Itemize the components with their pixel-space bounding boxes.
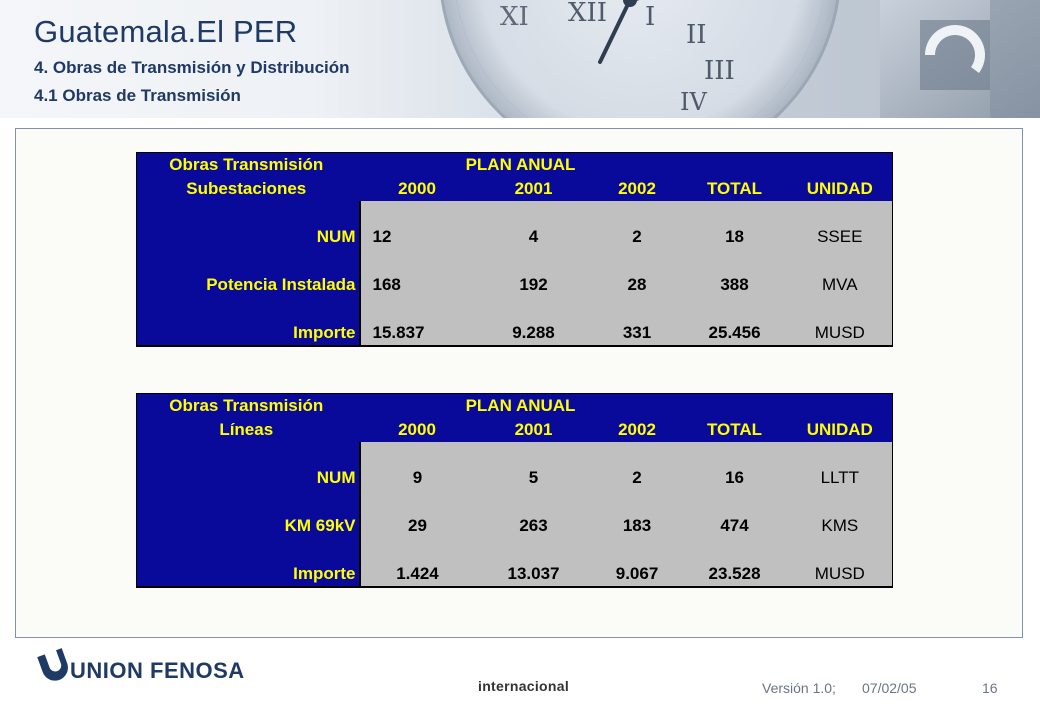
header-empty-cell [787,393,893,418]
cell-total: 23.528 [681,562,788,588]
table-row: KM 69kV 29 263 183 474 KMS [136,514,893,538]
cell-2001: 13.037 [474,562,593,588]
version-label: Versión 1.0; [762,680,836,696]
table-title-cell: Obras Transmisión [136,393,360,418]
cell-2002: 2 [592,225,682,249]
date-label: 07/02/05 [862,680,917,696]
row-label: NUM [136,466,361,490]
cell-2000: 168 [359,273,475,297]
cell-2002: 2 [592,466,682,490]
cell-2000: 15.837 [359,321,475,347]
header-empty-cell [681,152,788,177]
cell-2002: 331 [592,321,682,347]
table-row: Importe 15.837 9.288 331 25.456 MUSD [136,321,893,347]
column-header-row: Líneas 2000 2001 2002 TOTAL UNIDAD [136,418,893,442]
cell-unidad: LLTT [787,466,893,490]
cell-2000: 9 [359,466,475,490]
row-group-label: Líneas [136,418,360,442]
column-header-total: TOTAL [681,418,788,442]
clock-numeral-iv: IV [680,88,707,116]
clock-numeral-i: I [645,2,656,32]
cell-2001: 263 [474,514,593,538]
cell-2000: 1.424 [359,562,475,588]
cell-total: 25.456 [681,321,788,347]
column-header-row: Subestaciones 2000 2001 2002 TOTAL UNIDA… [136,177,893,201]
cell-total: 16 [681,466,788,490]
cell-2002: 183 [592,514,682,538]
column-header-2002: 2002 [592,177,682,201]
cell-total: 474 [681,514,788,538]
clock-numeral-ii: II [686,20,707,50]
row-label: Importe [136,562,361,588]
cell-total: 18 [681,225,788,249]
column-header-2001: 2001 [474,418,593,442]
table-title-cell: Obras Transmisión [136,152,360,177]
table-row: NUM 9 5 2 16 LLTT [136,466,893,490]
clock-numeral-xi: XI [500,2,529,32]
slide-title: Guatemala.El PER [34,14,298,49]
clock-numeral-iii: III [704,56,735,86]
cell-unidad: MUSD [787,321,893,347]
table-header-row: Obras Transmisión PLAN ANUAL [136,393,893,418]
cell-2001: 192 [474,273,593,297]
table-lineas: Obras Transmisión PLAN ANUAL Líneas 2000… [136,393,894,588]
column-header-total: TOTAL [681,177,788,201]
clock-numeral-xii: XII [568,0,608,28]
cell-2002: 9.067 [592,562,682,588]
table-row: Importe 1.424 13.037 9.067 23.528 MUSD [136,562,893,588]
column-header-unidad: UNIDAD [787,418,893,442]
cell-2000: 12 [359,225,475,249]
page-number: 16 [982,680,998,696]
row-label: KM 69kV [136,514,361,538]
union-fenosa-logo-icon [37,648,68,681]
plan-anual-cell: PLAN ANUAL [359,152,682,177]
row-label: NUM [136,225,361,249]
cell-2001: 9.288 [474,321,593,347]
cell-total: 388 [681,273,788,297]
cell-2002: 28 [592,273,682,297]
column-header-2001: 2001 [474,177,593,201]
table-row: NUM 12 4 2 18 SSEE [136,225,893,249]
column-header-2000: 2000 [359,177,475,201]
subbrand-text: internacional [478,678,570,694]
company-logo-text: UNION FENOSA [70,658,245,683]
cell-2001: 5 [474,466,593,490]
cell-unidad: KMS [787,514,893,538]
cell-2001: 4 [474,225,593,249]
cell-unidad: MVA [787,273,893,297]
row-label: Potencia Instalada [136,273,361,297]
cell-unidad: MUSD [787,562,893,588]
column-header-2000: 2000 [359,418,475,442]
table-subestaciones: Obras Transmisión PLAN ANUAL Subestacion… [136,152,894,347]
slide-header: XI XII I II III IV Guatemala.El PER 4. O… [0,0,1040,118]
column-header-2002: 2002 [592,418,682,442]
header-empty-cell [787,152,893,177]
cell-unidad: SSEE [787,225,893,249]
column-header-unidad: UNIDAD [787,177,893,201]
cell-2000: 29 [359,514,475,538]
row-group-label: Subestaciones [136,177,360,201]
plan-anual-cell: PLAN ANUAL [359,393,682,418]
clock-background-image [440,0,1040,118]
section-heading: 4. Obras de Transmisión y Distribución [34,58,350,77]
subsection-heading: 4.1 Obras de Transmisión [34,86,241,105]
row-label: Importe [136,321,361,347]
header-empty-cell [681,393,788,418]
table-row: Potencia Instalada 168 192 28 388 MVA [136,273,893,297]
table-header-row: Obras Transmisión PLAN ANUAL [136,152,893,177]
